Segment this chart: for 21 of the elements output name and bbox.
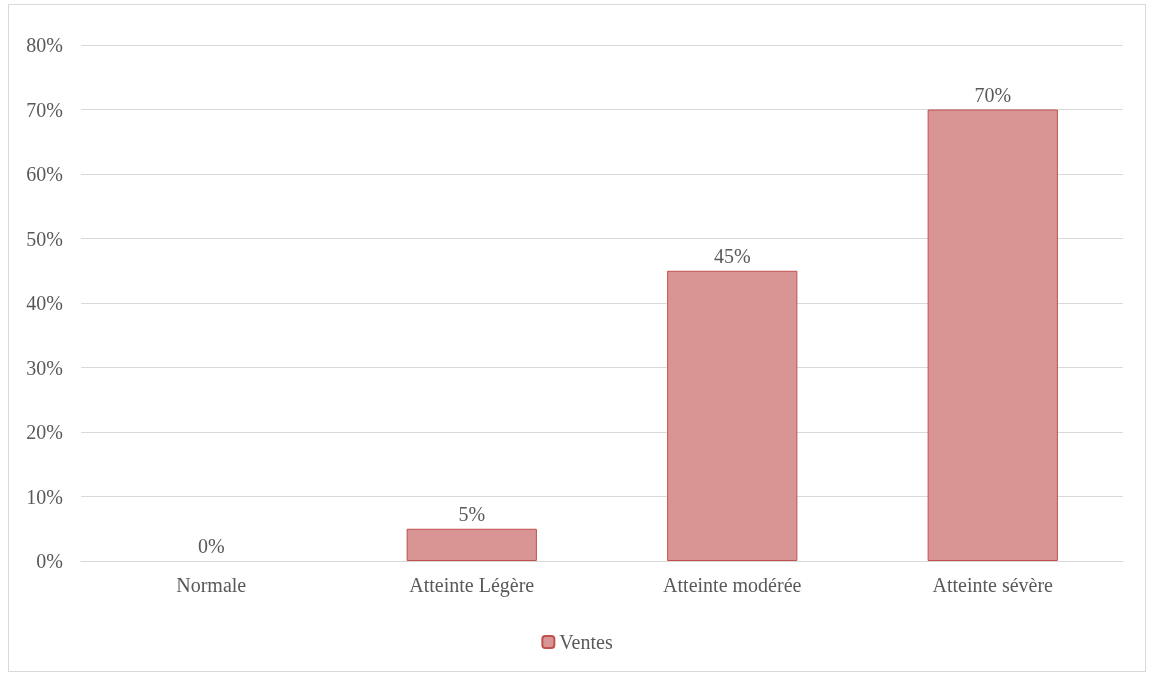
text: 0% [197,535,225,557]
y-tick-label: 30% [26,356,63,379]
y-tick-label: 70% [26,98,63,121]
bar [927,109,1058,561]
text: 70% [974,83,1012,106]
x-tick-label: Atteinte modérée [663,574,802,596]
x-tick-label: Normale [176,574,247,596]
y-tick-label: 10% [26,485,63,508]
y-tick-label: 0% [36,550,63,572]
text: 45% [713,244,751,267]
y-tick-label: 60% [26,163,63,185]
bar [406,528,537,561]
y-tick-label: 40% [26,292,63,314]
y-tick-label: 20% [26,421,63,443]
legend-label: Ventes [559,631,613,653]
x-tick-label: Atteinte sévère [932,574,1054,596]
y-tick-label: 80% [26,34,63,56]
bar [667,270,798,561]
x-tick-label: Atteinte Légère [409,574,535,597]
y-tick-label: 50% [26,227,63,250]
text: 5% [458,502,486,525]
